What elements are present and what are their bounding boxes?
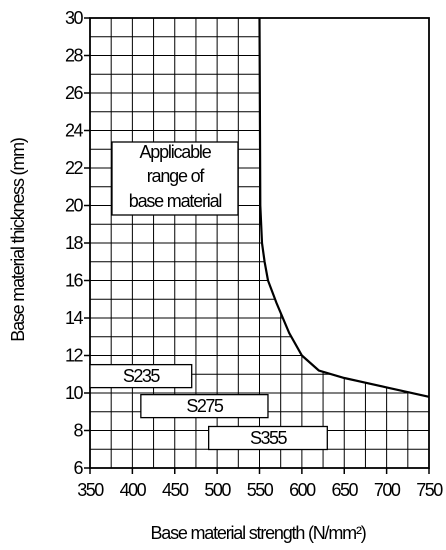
y-tick-label: 28 <box>65 46 84 66</box>
annotation-line-3: base material <box>129 191 222 211</box>
y-tick-label: 24 <box>65 121 84 141</box>
x-tick-label: 400 <box>120 480 147 500</box>
y-tick-label: 22 <box>65 158 84 178</box>
y-tick-label: 8 <box>73 421 83 441</box>
x-tick-label: 550 <box>247 480 274 500</box>
y-axis-title: Base material thickness (mm) <box>8 138 28 342</box>
y-tick-label: 26 <box>65 83 84 103</box>
x-tick-label: 600 <box>289 480 316 500</box>
grade-range-box <box>207 425 328 451</box>
annotation-line-2: range of <box>147 166 206 186</box>
grade-label: S355 <box>250 428 288 448</box>
applicability-boundary-curve <box>258 17 430 398</box>
y-tick-label: 12 <box>65 346 84 366</box>
x-tick-label: 700 <box>374 480 401 500</box>
y-tick-label: 10 <box>65 383 84 403</box>
x-tick-label: 750 <box>416 480 443 500</box>
grade-label: S275 <box>186 396 224 416</box>
grade-label: S235 <box>123 366 161 386</box>
y-tick-label: 30 <box>65 8 84 28</box>
y-axis-ticks: 6 8 10 12 14 16 18 20 22 24 26 28 30 <box>65 8 90 478</box>
x-tick-label: 500 <box>204 480 231 500</box>
x-axis-ticks: 350 400 450 500 550 600 650 700 750 <box>77 468 445 500</box>
grade-range-box <box>140 393 269 419</box>
x-tick-label: 450 <box>162 480 189 500</box>
y-tick-label: 20 <box>65 196 84 216</box>
y-tick-label: 6 <box>73 458 83 478</box>
annotation-line-1: Applicable <box>139 142 211 162</box>
y-tick-label: 14 <box>65 308 84 328</box>
steel-grade-ranges: S235 S275 S355 <box>89 363 328 451</box>
y-tick-label: 18 <box>65 233 84 253</box>
y-tick-label: 16 <box>65 271 84 291</box>
grade-range-box <box>89 363 193 389</box>
x-axis-title: Base material strength (N/mm²) <box>150 523 365 543</box>
x-tick-label: 350 <box>77 480 104 500</box>
x-tick-label: 650 <box>331 480 358 500</box>
applicable-range-annotation: Applicable range of base material <box>111 141 239 216</box>
